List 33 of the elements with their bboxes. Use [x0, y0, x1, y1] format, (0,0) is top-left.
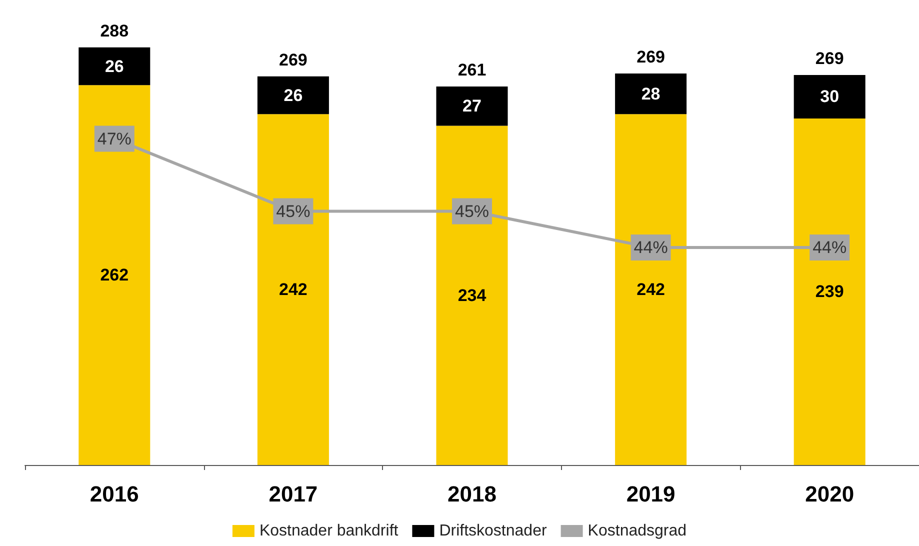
data-label: 242 [636, 280, 665, 300]
legend-label: Kostnadsgrad [588, 522, 687, 540]
data-label: 26 [104, 56, 124, 76]
total-label: 288 [100, 21, 129, 40]
bar [615, 74, 687, 114]
total-label: 269 [636, 48, 665, 66]
bar [257, 114, 329, 465]
data-label: 262 [100, 266, 129, 285]
data-label: 30 [820, 87, 840, 106]
bar [794, 74, 866, 118]
bar [78, 47, 150, 86]
x-tick-label: 2020 [805, 482, 854, 506]
total-label: 269 [279, 50, 308, 70]
x-tick-label: 2019 [626, 482, 676, 506]
bar [257, 76, 329, 114]
data-label: 239 [815, 282, 844, 302]
legend-label: Kostnader bankdrift [259, 522, 399, 540]
data-label: 26 [284, 86, 303, 105]
bar [436, 126, 508, 465]
x-tick-label: 2017 [268, 482, 318, 506]
total-label: 269 [815, 48, 844, 68]
data-label: 234 [458, 286, 487, 305]
bar [615, 114, 687, 465]
data-label: 27 [462, 96, 482, 116]
bar [436, 86, 508, 126]
bar [794, 118, 866, 465]
legend-label: Driftskostnader [439, 522, 548, 540]
data-label: 28 [641, 84, 660, 104]
x-tick-label: 2016 [90, 482, 139, 506]
bar [78, 85, 150, 465]
total-label: 261 [458, 60, 486, 80]
x-tick-label: 2018 [448, 482, 496, 506]
data-label: 242 [279, 280, 308, 300]
